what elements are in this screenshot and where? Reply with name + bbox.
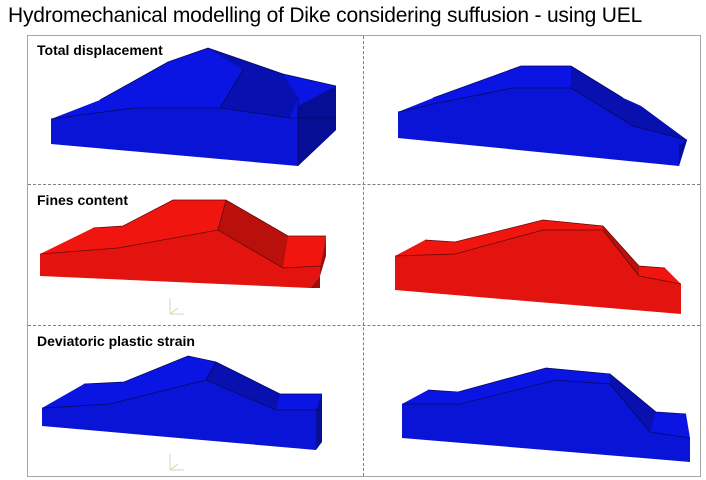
row-divider-1: [28, 184, 700, 185]
dike-model-fines-content-view-b: [394, 219, 682, 314]
dike-model-icon: [39, 199, 326, 288]
dike-model-icon: [41, 355, 322, 450]
row-label-fines-content: Fines content: [37, 192, 129, 208]
row-label-deviatoric-plastic-strain: Deviatoric plastic strain: [37, 333, 195, 349]
row-divider-2: [28, 325, 700, 326]
dike-model-deviatoric-strain-view-a: [41, 355, 322, 450]
dike-model-icon: [402, 367, 691, 462]
axis-triad-icon: [169, 298, 184, 315]
dike-model-fines-content-view-a: [39, 199, 326, 288]
dike-model-icon: [50, 47, 337, 166]
dike-model-deviatoric-strain-view-b: [402, 367, 691, 462]
row-label-total-displacement: Total displacement: [37, 42, 163, 58]
column-divider: [363, 36, 364, 476]
page-title: Hydromechanical modelling of Dike consid…: [8, 4, 643, 27]
axis-triad-icon: [169, 454, 184, 471]
dike-model-icon: [394, 219, 682, 314]
dike-model-icon: [397, 65, 688, 166]
dike-model-total-displacement-view-a: [50, 47, 337, 166]
dike-model-total-displacement-view-b: [397, 65, 688, 166]
results-grid: Total displacement Fines content Deviato…: [27, 35, 701, 477]
